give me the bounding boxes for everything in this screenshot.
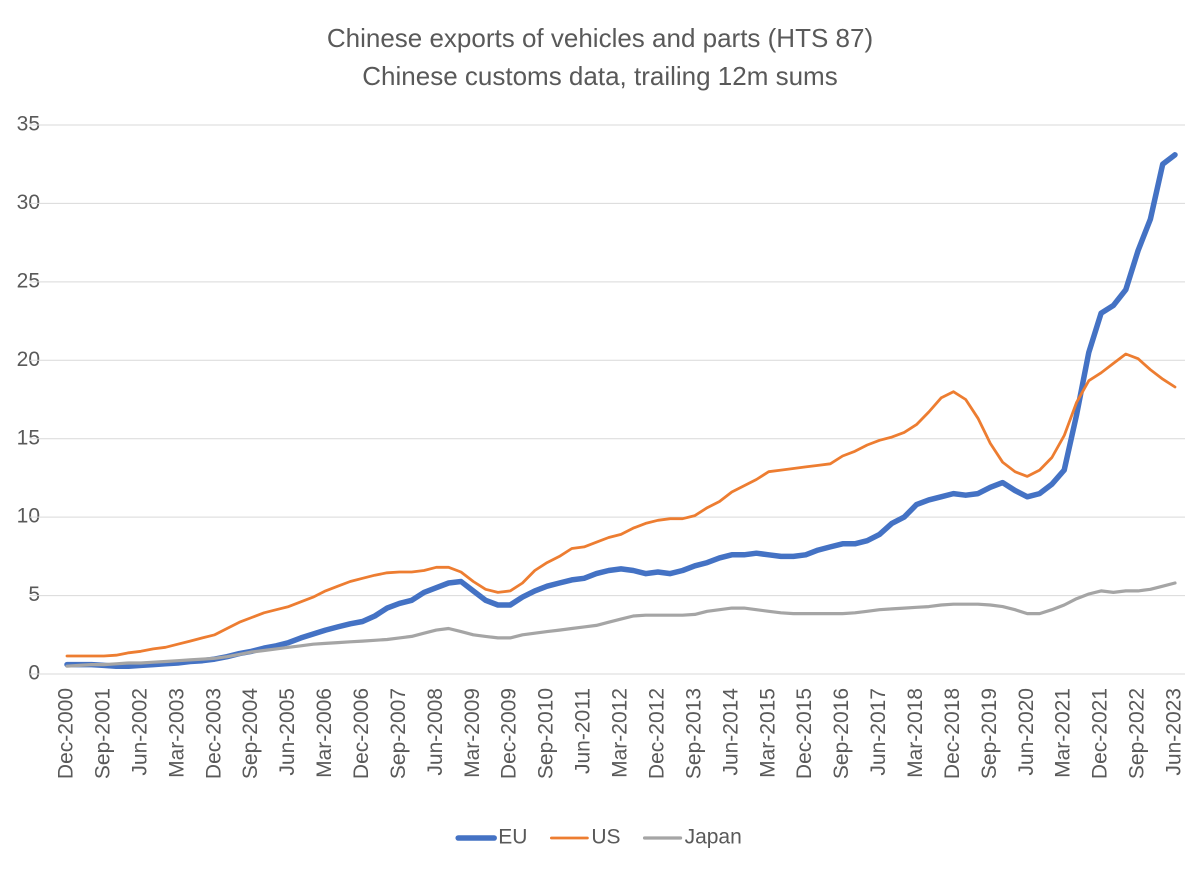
x-tick-label: Sep-2016 <box>830 688 853 779</box>
legend-label: EU <box>498 826 527 849</box>
x-tick-label: Sep-2007 <box>387 688 410 779</box>
x-tick-label: Jun-2014 <box>719 688 742 776</box>
x-tick-label: Sep-2001 <box>91 688 114 779</box>
x-tick-label: Jun-2011 <box>572 688 595 774</box>
legend: EU US Japan <box>455 826 742 849</box>
chart-title: Chinese exports of vehicles and parts (H… <box>327 23 873 53</box>
x-tick-label: Sep-2022 <box>1126 688 1149 779</box>
y-tick-label: 0 <box>28 662 40 685</box>
x-tick-label: Sep-2010 <box>535 688 558 779</box>
x-tick-label: Mar-2003 <box>165 688 188 778</box>
series-line <box>65 352 1177 658</box>
x-tick-label: Mar-2006 <box>313 688 336 778</box>
x-tick-label: Mar-2012 <box>609 688 632 778</box>
legend-label: Japan <box>685 826 742 849</box>
y-tick-label: 15 <box>17 426 40 449</box>
x-tick-label: Sep-2013 <box>682 688 705 779</box>
x-tick-label: Jun-2020 <box>1015 688 1038 776</box>
y-tick-label: 30 <box>17 191 40 214</box>
x-tick-label: Mar-2009 <box>461 688 484 778</box>
chart-subtitle: Chinese customs data, trailing 12m sums <box>362 61 837 91</box>
y-tick-label: 5 <box>28 583 40 606</box>
x-tick-label: Dec-2015 <box>793 688 816 779</box>
x-tick-label: Dec-2003 <box>202 688 225 779</box>
x-tick-label: Sep-2004 <box>239 688 262 779</box>
y-tick-label: 20 <box>17 348 40 371</box>
x-tick-label: Mar-2015 <box>756 688 779 778</box>
x-tick-label: Dec-2009 <box>498 688 521 779</box>
legend-label: US <box>591 826 620 849</box>
x-tick-label: Dec-2021 <box>1089 688 1112 779</box>
x-tick-label: Dec-2000 <box>55 688 78 779</box>
x-tick-label: Dec-2006 <box>350 688 373 779</box>
x-tick-label: Dec-2012 <box>645 688 668 779</box>
y-tick-label: 10 <box>17 505 40 528</box>
x-tick-label: Sep-2019 <box>978 688 1001 779</box>
x-tick-label: Dec-2018 <box>941 688 964 779</box>
x-tick-label: Mar-2021 <box>1052 688 1075 778</box>
x-tick-label: Jun-2005 <box>276 688 299 776</box>
y-tick-label: 35 <box>17 113 40 136</box>
x-tick-label: Mar-2018 <box>904 688 927 778</box>
y-tick-label: 25 <box>17 269 40 292</box>
series-line <box>65 581 1177 668</box>
x-tick-label: Jun-2017 <box>867 688 890 776</box>
x-tick-label: Jun-2002 <box>128 688 151 776</box>
x-tick-label: Jun-2008 <box>424 688 447 776</box>
x-tick-label: Jun-2023 <box>1163 688 1186 776</box>
